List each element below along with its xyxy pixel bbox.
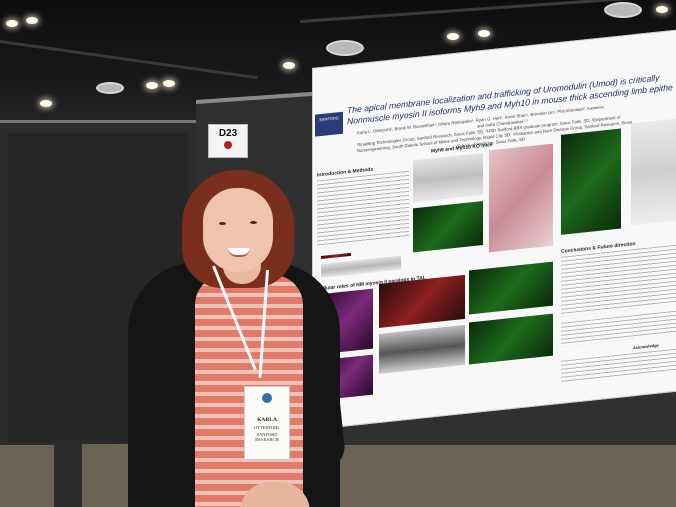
board-number: D23 bbox=[218, 128, 238, 139]
ceiling-light bbox=[6, 20, 18, 27]
conference-logo-icon bbox=[224, 141, 232, 149]
badge-logo-icon bbox=[262, 393, 272, 403]
name-badge: KARLA OTTERPOHL SANFORD RESEARCH bbox=[244, 386, 290, 460]
badge-surname: OTTERPOHL bbox=[253, 425, 281, 430]
ceiling-light bbox=[283, 62, 295, 69]
badge-organization: SANFORD RESEARCH bbox=[255, 432, 279, 442]
ceiling-light bbox=[656, 6, 668, 13]
ceiling-vent bbox=[326, 40, 364, 56]
presenter-eye bbox=[219, 222, 226, 225]
ceiling-light bbox=[163, 80, 175, 87]
presenter-eye bbox=[250, 221, 257, 224]
ceiling-light bbox=[478, 30, 490, 37]
ceiling-vent bbox=[96, 82, 124, 94]
badge-name: KARLA bbox=[257, 417, 277, 423]
board-number-sign: D23 bbox=[208, 124, 248, 158]
presenter-face bbox=[203, 188, 273, 272]
presenter-smile bbox=[228, 248, 250, 257]
ceiling-light bbox=[447, 33, 459, 40]
ceiling-light bbox=[26, 17, 38, 24]
ceiling-light bbox=[146, 82, 158, 89]
ceiling-vent bbox=[604, 2, 642, 18]
ceiling-light bbox=[40, 100, 52, 107]
